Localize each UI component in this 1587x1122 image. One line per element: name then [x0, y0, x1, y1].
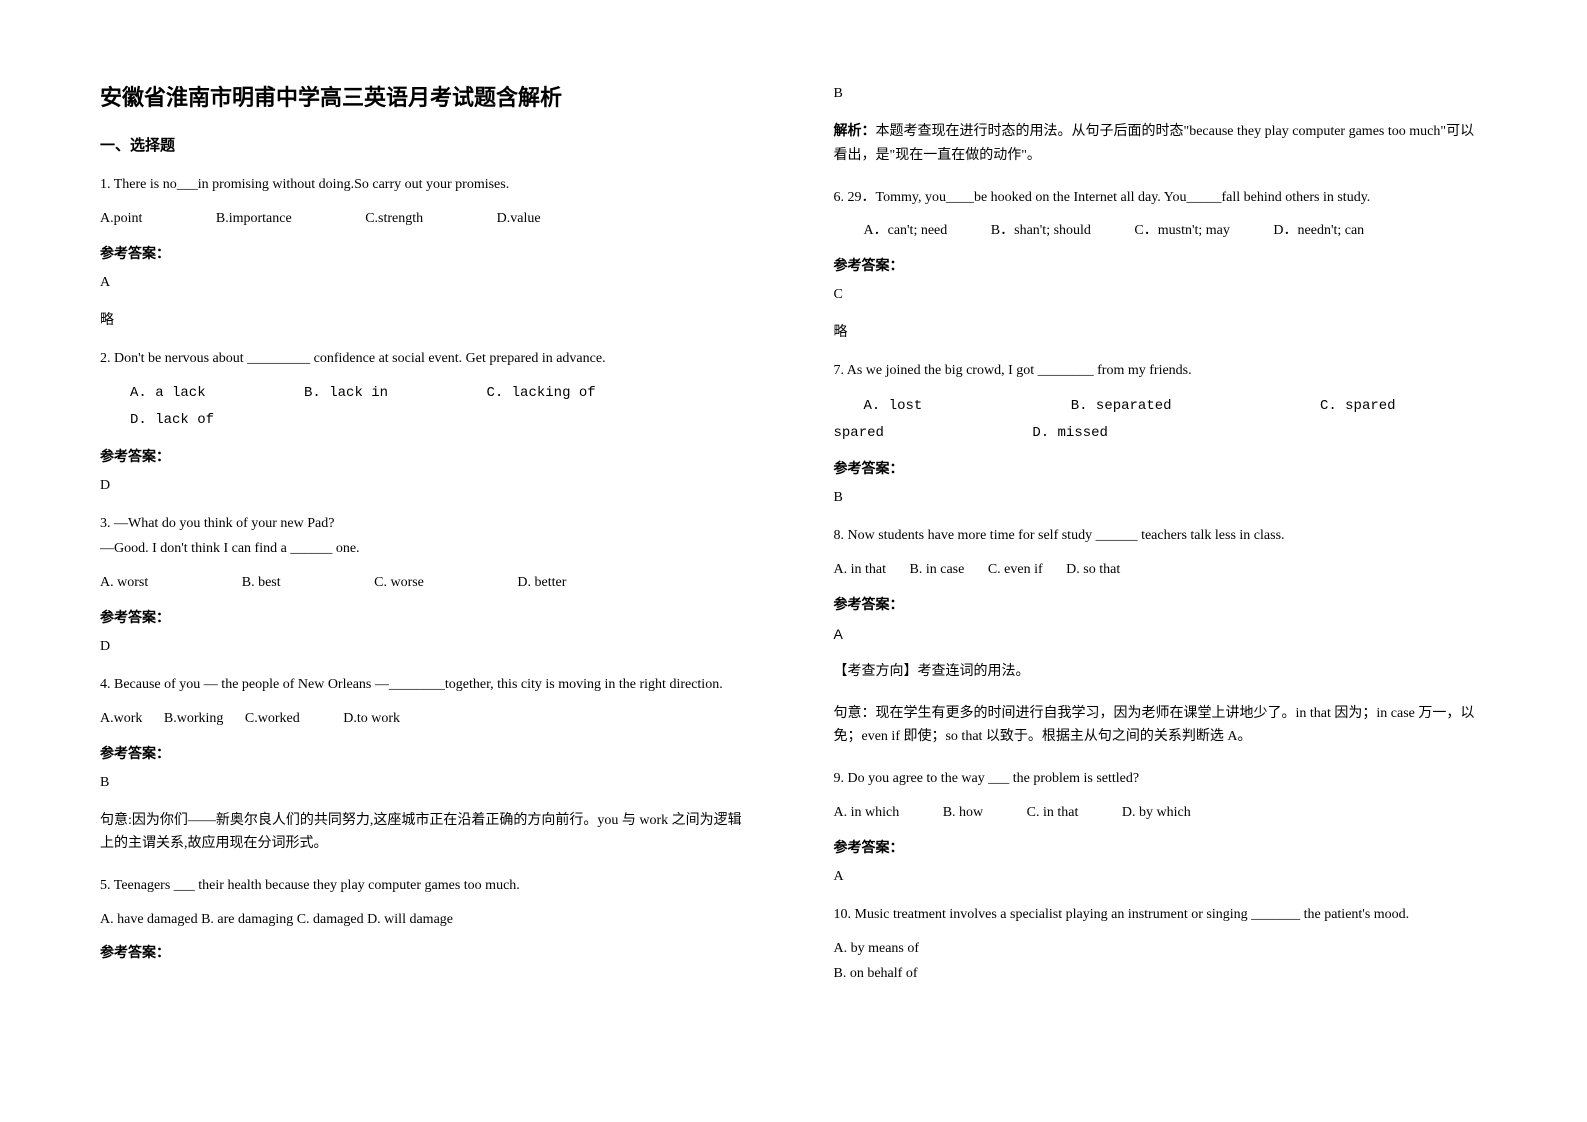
q8-options: A. in that B. in case C. even if D. so t… [834, 558, 1488, 582]
q5-text: 5. Teenagers ___ their health because th… [100, 874, 754, 898]
q2-ans: D [100, 478, 754, 494]
q6-opt-a: A．can't; need [864, 219, 948, 243]
q4-analysis: 句意:因为你们——新奥尔良人们的共同努力,这座城市正在沿着正确的方向前行。you… [100, 809, 754, 857]
q3-ans-label: 参考答案： [100, 607, 754, 627]
q4-ans: B [100, 775, 754, 791]
q5-analysis: 解析：本题考查现在进行时态的用法。从句子后面的时态"because they p… [834, 120, 1488, 168]
q2-options: A. a lack B. lack in C. lacking of D. la… [100, 380, 754, 433]
q5-ans: B [834, 86, 1488, 102]
q8-analysis: 句意：现在学生有更多的时间进行自我学习，因为老师在课堂上讲地少了。in that… [834, 702, 1488, 750]
q7-opt-a: A. lost [864, 393, 923, 420]
q3-opt-b: B. best [242, 571, 281, 595]
q7-opt-d: D. missed [1032, 420, 1108, 447]
q3-opt-a: A. worst [100, 571, 148, 595]
q4-opt-d: D.to work [343, 707, 400, 731]
q8-ans: A [834, 626, 1488, 642]
q4-opt-b: B.working [164, 707, 224, 731]
q9-ans-label: 参考答案： [834, 837, 1488, 857]
q8-dir: 【考查方向】考查连词的用法。 [834, 660, 1488, 684]
page-title: 安徽省淮南市明甫中学高三英语月考试题含解析 [100, 80, 754, 112]
q9-opt-d: D. by which [1122, 801, 1191, 825]
q6-ans: C [834, 287, 1488, 303]
q7-opt-b: B. separated [1071, 393, 1172, 420]
q1-ans: A [100, 275, 754, 291]
q5-analysis-body: 本题考查现在进行时态的用法。从句子后面的时态"because they play… [834, 124, 1475, 163]
q3-opt-c: C. worse [374, 571, 424, 595]
q8-opt-a: A. in that [834, 558, 887, 582]
q9-opt-c: C. in that [1027, 801, 1079, 825]
q5-analysis-bold: 解析： [834, 124, 876, 139]
q3-line1: 3. —What do you think of your new Pad? [100, 512, 754, 536]
q6-opt-d: D．needn't; can [1273, 219, 1364, 243]
q1-opt-d: D.value [497, 207, 541, 231]
q1-note: 略 [100, 309, 754, 329]
q4-options: A.work B.working C.worked D.to work [100, 707, 754, 731]
q1-options: A.point B.importance C.strength D.value [100, 207, 754, 231]
q1-opt-c: C.strength [365, 207, 423, 231]
q3-line2: —Good. I don't think I can find a ______… [100, 537, 754, 561]
q9-options: A. in which B. how C. in that D. by whic… [834, 801, 1488, 825]
q6-text: 6. 29．Tommy, you____be hooked on the Int… [834, 186, 1488, 210]
q2-ans-label: 参考答案： [100, 446, 754, 466]
q10-opt-a: A. by means of [834, 937, 1488, 961]
q5-options: A. have damaged B. are damaging C. damag… [100, 908, 754, 932]
q3-options: A. worst B. best C. worse D. better [100, 571, 754, 595]
q4-opt-a: A.work [100, 707, 142, 731]
q8-opt-b: B. in case [910, 558, 965, 582]
q7-options: A. lost B. separated C. spared spared D.… [834, 393, 1488, 446]
q2-text: 2. Don't be nervous about _________ conf… [100, 347, 754, 371]
q7-ans: B [834, 490, 1488, 506]
q8-opt-d: D. so that [1066, 558, 1120, 582]
q2-opt-d: D. lack of [130, 407, 214, 434]
q2-opt-a: A. a lack [130, 380, 206, 407]
q1-text: 1. There is no___in promising without do… [100, 173, 754, 197]
q1-ans-label: 参考答案： [100, 243, 754, 263]
q1-opt-a: A.point [100, 207, 142, 231]
q4-opt-c: C.worked [245, 707, 300, 731]
q8-opt-c: C. even if [988, 558, 1043, 582]
q10-opt-b: B. on behalf of [834, 962, 1488, 986]
q3-ans: D [100, 639, 754, 655]
q6-options: A．can't; need B．shan't; should C．mustn't… [834, 219, 1488, 243]
q7-ans-label: 参考答案： [834, 458, 1488, 478]
q9-opt-b: B. how [943, 801, 983, 825]
q8-text: 8. Now students have more time for self … [834, 524, 1488, 548]
q6-ans-label: 参考答案： [834, 255, 1488, 275]
q3-opt-d: D. better [517, 571, 566, 595]
q1-opt-b: B.importance [216, 207, 292, 231]
q7-opt-c2: spared [834, 420, 884, 447]
q9-ans: A [834, 869, 1488, 885]
q6-opt-c: C．mustn't; may [1134, 219, 1229, 243]
q4-text: 4. Because of you — the people of New Or… [100, 673, 754, 697]
right-column: B 解析：本题考查现在进行时态的用法。从句子后面的时态"because they… [834, 80, 1488, 1082]
q6-note: 略 [834, 321, 1488, 341]
q10-text: 10. Music treatment involves a specialis… [834, 903, 1488, 927]
q5-ans-label: 参考答案： [100, 942, 754, 962]
q2-opt-b: B. lack in [304, 380, 388, 407]
q9-text: 9. Do you agree to the way ___ the probl… [834, 767, 1488, 791]
q4-ans-label: 参考答案： [100, 743, 754, 763]
section-label: 一、选择题 [100, 134, 754, 155]
left-column: 安徽省淮南市明甫中学高三英语月考试题含解析 一、选择题 1. There is … [100, 80, 754, 1082]
q7-text: 7. As we joined the big crowd, I got ___… [834, 359, 1488, 383]
q2-opt-c: C. lacking of [486, 380, 595, 407]
q8-ans-label: 参考答案： [834, 594, 1488, 614]
q6-opt-b: B．shan't; should [991, 219, 1091, 243]
q9-opt-a: A. in which [834, 801, 900, 825]
q7-opt-c: C. spared [1320, 393, 1396, 420]
